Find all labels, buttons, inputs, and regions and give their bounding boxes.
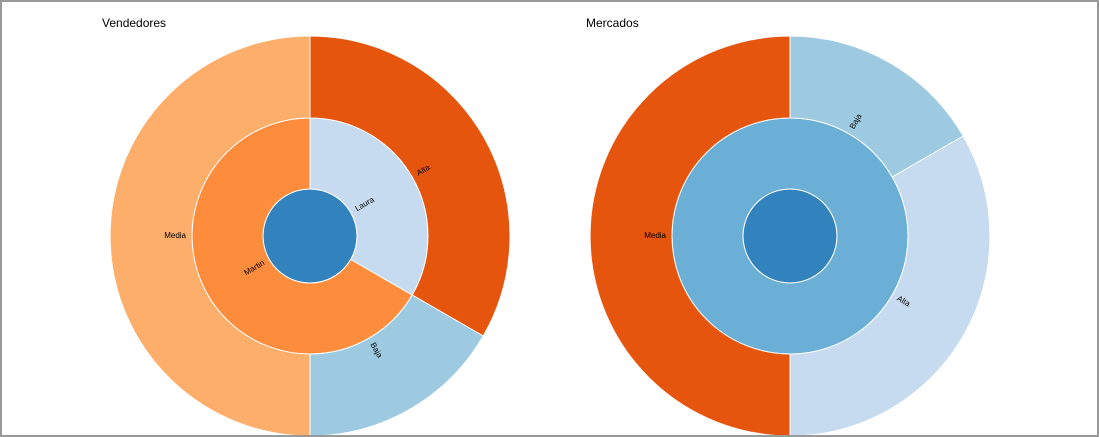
sunburst-segment [309, 294, 484, 435]
sunburst-segment [109, 35, 311, 435]
segment-label: Media [644, 231, 666, 240]
sunburst-segment [589, 35, 791, 435]
chart-title: Mercados [586, 16, 639, 30]
chart-title: Vendedores [102, 16, 166, 30]
sunburst-segment [789, 135, 991, 435]
sunburst-segment [309, 35, 511, 337]
segment-label: Media [164, 231, 186, 240]
